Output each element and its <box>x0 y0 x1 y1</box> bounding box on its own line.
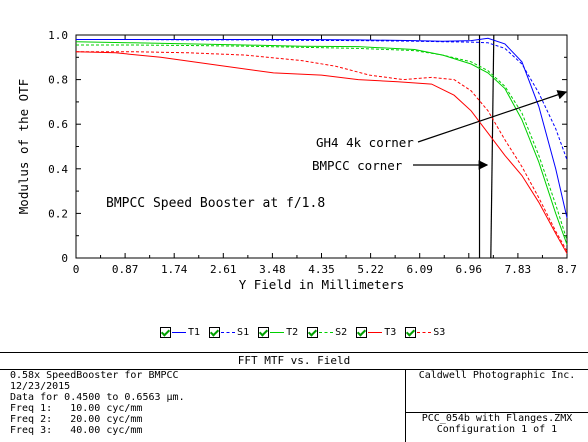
x-tick-label: 1.74 <box>161 263 188 276</box>
checkbox-icon[interactable] <box>209 326 221 338</box>
info-description: 0.58x SpeedBooster for BMPCC 12/23/2015 … <box>10 370 185 436</box>
series-line-s3 <box>76 51 568 252</box>
x-tick-label: 7.83 <box>505 263 532 276</box>
x-tick-label: 2.61 <box>210 263 237 276</box>
info-divider-vertical <box>405 370 406 442</box>
info-panel: FFT MTF vs. Field 0.58x SpeedBooster for… <box>0 352 588 442</box>
legend-item-t2[interactable]: T2 <box>258 326 299 338</box>
checkbox-icon[interactable] <box>307 326 319 338</box>
legend-swatch <box>221 331 236 333</box>
x-tick-label: 3.48 <box>259 263 286 276</box>
y-axis-label: Modulus of the OTF <box>16 79 31 214</box>
mtf-chart: 0 0.2 0.4 0.6 0.8 1.0 0 0.87 1.74 2.61 3.48 4.35 5.2… <box>16 29 577 292</box>
legend-swatch <box>270 331 285 333</box>
x-tick-label: 6.09 <box>406 263 433 276</box>
legend-item-t3[interactable]: T3 <box>356 326 397 338</box>
series-line-s1 <box>76 39 568 161</box>
series-line-s2 <box>76 44 568 241</box>
y-tick-label: 0.2 <box>48 207 68 220</box>
y-tick-label: 0 <box>61 252 68 265</box>
x-tick-label: 8.7 <box>557 263 577 276</box>
y-tick-label: 0.6 <box>48 118 68 131</box>
legend-item-s1[interactable]: S1 <box>209 326 250 338</box>
legend-item-s2[interactable]: S2 <box>307 326 348 338</box>
annotation-title: BMPCC Speed Booster at f/1.8 <box>106 196 325 211</box>
legend-item-s3[interactable]: S3 <box>405 326 446 338</box>
x-axis-label: Y Field in Millimeters <box>239 277 405 292</box>
info-file-block: PCC_054b with Flanges.ZMX Configuration … <box>406 413 588 435</box>
series-line-t3 <box>75 51 568 254</box>
x-tick-label: 4.35 <box>308 263 335 276</box>
legend-label: S3 <box>433 326 446 338</box>
legend-label: T3 <box>384 326 397 338</box>
legend-label: S2 <box>335 326 348 338</box>
legend-label: T2 <box>286 326 299 338</box>
checkbox-icon[interactable] <box>160 326 171 338</box>
info-divider-horizontal <box>405 412 588 413</box>
x-tick-label: 6.96 <box>456 263 483 276</box>
corner-reference-line <box>490 34 495 259</box>
legend-swatch <box>368 331 383 333</box>
x-tick-label: 0.87 <box>112 263 139 276</box>
y-tick-label: 0.4 <box>48 163 68 176</box>
x-tick-label: 5.22 <box>357 263 384 276</box>
x-tick-label: 0 <box>73 263 80 276</box>
annotation-bmpcc: BMPCC corner <box>312 158 403 173</box>
checkbox-icon[interactable] <box>258 326 270 338</box>
info-config: Configuration 1 of 1 <box>436 424 558 435</box>
legend-swatch <box>172 331 186 333</box>
legend-label: S1 <box>237 326 250 338</box>
y-tick-label: 1.0 <box>48 29 68 42</box>
info-file: PCC_054b with Flanges.ZMX <box>421 413 573 424</box>
legend-item-t1[interactable]: T1 <box>160 326 201 338</box>
arrow-gh4 <box>417 90 568 143</box>
checkbox-icon[interactable] <box>356 326 368 338</box>
annotation-gh4: GH4 4k corner <box>316 135 414 150</box>
info-title: FFT MTF vs. Field <box>0 353 588 370</box>
chart-legend: T1 S1 T2 S2 T3 S3 <box>160 325 454 339</box>
legend-label: T1 <box>188 326 201 338</box>
legend-swatch <box>417 331 432 333</box>
info-company: Caldwell Photographic Inc. <box>418 370 576 381</box>
y-tick-label: 0.8 <box>48 74 68 87</box>
legend-swatch <box>319 331 334 333</box>
checkbox-icon[interactable] <box>405 326 417 338</box>
